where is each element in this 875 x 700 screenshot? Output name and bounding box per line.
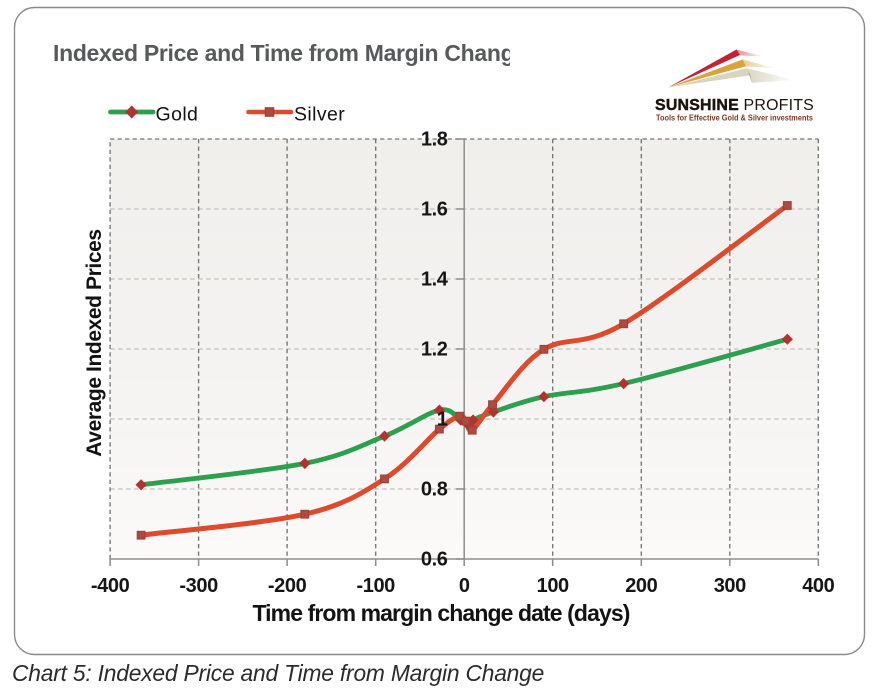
svg-text:Tools for Effective Gold & Sil: Tools for Effective Gold & Silver invest…	[656, 113, 813, 123]
svg-text:0.8: 0.8	[421, 479, 448, 501]
svg-text:100: 100	[537, 575, 569, 597]
svg-text:Indexed Price and Time from Ma: Indexed Price and Time from Margin Chang…	[53, 40, 527, 66]
svg-text:1.6: 1.6	[421, 199, 448, 221]
svg-text:400: 400	[802, 575, 834, 597]
svg-text:200: 200	[625, 575, 657, 597]
svg-text:-100: -100	[356, 575, 395, 597]
svg-text:300: 300	[714, 575, 746, 597]
svg-text:0.6: 0.6	[421, 549, 448, 571]
svg-text:Average Indexed Prices: Average Indexed Prices	[83, 229, 106, 456]
svg-text:-300: -300	[179, 575, 218, 597]
svg-text:Gold: Gold	[156, 103, 199, 125]
svg-text:Time from margin change date (: Time from margin change date (days)	[252, 600, 629, 626]
svg-text:SUNSHINE PROFITS: SUNSHINE PROFITS	[655, 97, 814, 114]
svg-text:1.4: 1.4	[421, 269, 449, 291]
svg-text:Silver: Silver	[294, 103, 345, 125]
svg-text:1: 1	[437, 409, 448, 431]
svg-text:Chart 5: Indexed Price and Tim: Chart 5: Indexed Price and Time from Mar…	[12, 660, 544, 686]
svg-text:1.2: 1.2	[421, 339, 448, 361]
svg-text:-400: -400	[91, 575, 130, 597]
svg-text:1.8: 1.8	[421, 129, 448, 151]
svg-text:0: 0	[459, 575, 470, 597]
svg-text:-200: -200	[268, 575, 307, 597]
